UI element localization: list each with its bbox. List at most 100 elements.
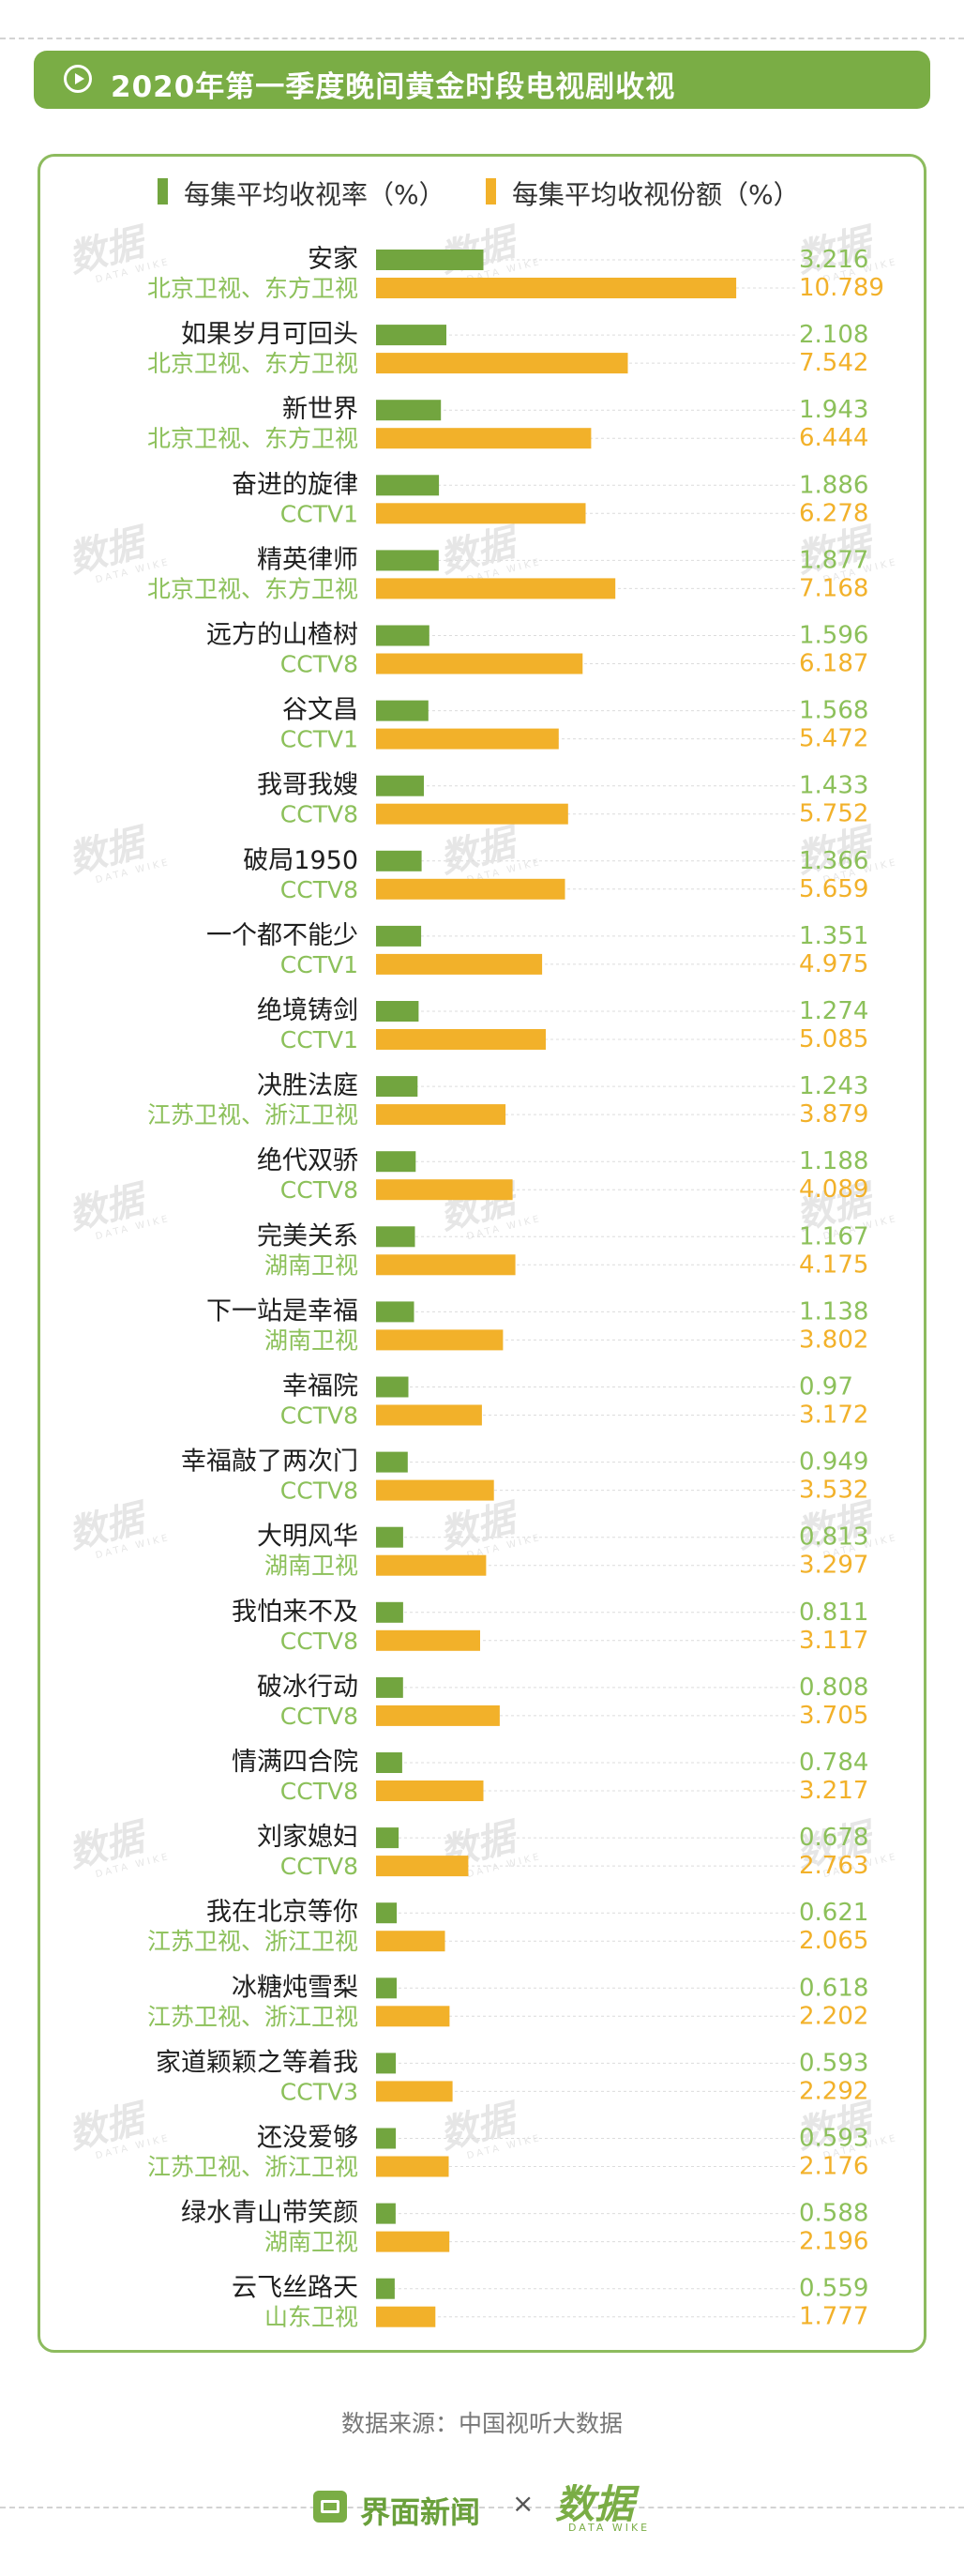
value-label-rating: 1.188 xyxy=(799,1147,868,1175)
value-label-share: 3.117 xyxy=(799,1627,868,1655)
legend-swatch-share xyxy=(486,178,496,205)
channel-label: 湖南卫视 xyxy=(264,2229,358,2256)
bar-share xyxy=(376,578,616,599)
legend-swatch-rating xyxy=(158,178,168,205)
channel-label: CCTV8 xyxy=(280,1703,358,1730)
value-label-rating: 1.568 xyxy=(799,697,868,725)
bar-rating xyxy=(376,1902,398,1924)
play-circle-icon xyxy=(64,65,92,93)
category-label: 谷文昌 xyxy=(282,696,358,725)
value-label-rating: 0.949 xyxy=(799,1448,868,1477)
value-label-rating: 1.943 xyxy=(799,396,868,424)
bar-rating xyxy=(376,700,429,721)
value-label-share: 2.196 xyxy=(799,2228,868,2256)
channel-label: CCTV3 xyxy=(280,2078,358,2105)
value-label-rating: 1.274 xyxy=(799,997,868,1025)
category-label: 刘家媳妇 xyxy=(257,1823,358,1852)
footer-brand-jiemian-text: 界面新闻 xyxy=(360,2494,481,2530)
bar-rating xyxy=(376,400,442,421)
category-label: 绝境铸剑 xyxy=(257,996,358,1025)
channel-label: CCTV8 xyxy=(280,651,358,678)
bar-share xyxy=(376,953,543,975)
value-label-share: 4.175 xyxy=(799,1250,868,1279)
category-label: 绿水青山带笑颜 xyxy=(181,2199,358,2228)
value-label-rating: 1.351 xyxy=(799,922,868,950)
value-label-share: 3.172 xyxy=(799,1402,868,1430)
category-label: 幸福敲了两次门 xyxy=(181,1447,358,1477)
category-label: 破局1950 xyxy=(243,846,358,875)
category-label: 我哥我嫂 xyxy=(257,771,358,800)
category-label: 如果岁月可回头 xyxy=(181,320,358,349)
bar-share xyxy=(376,2231,450,2252)
bar-share xyxy=(376,1254,516,1276)
value-label-rating: 0.784 xyxy=(799,1749,868,1777)
category-label: 绝代双骄 xyxy=(257,1146,358,1175)
legend-label-share: 每集平均收视份额（%） xyxy=(512,179,800,210)
value-label-share: 6.444 xyxy=(799,424,868,452)
category-label: 远方的山楂树 xyxy=(206,621,358,650)
bar-share xyxy=(376,1179,513,1201)
footer-brand-datawike: 数据 DATA WIKE xyxy=(555,2473,658,2538)
bar-rating xyxy=(376,1827,399,1849)
channel-label: 江苏卫视、浙江卫视 xyxy=(147,2003,358,2030)
bar-rating xyxy=(376,550,439,571)
value-label-rating: 0.593 xyxy=(799,2125,868,2153)
category-label: 大明风华 xyxy=(257,1523,358,1552)
value-label-share: 10.789 xyxy=(799,274,884,302)
channel-label: CCTV8 xyxy=(280,1477,358,1505)
bar-share xyxy=(376,1329,504,1351)
value-label-rating: 0.559 xyxy=(799,2275,868,2303)
bar-rating xyxy=(376,250,484,270)
value-label-share: 2.202 xyxy=(799,2002,868,2030)
channel-label: CCTV8 xyxy=(280,1778,358,1805)
bar-share xyxy=(376,728,559,750)
value-label-rating: 1.138 xyxy=(799,1297,868,1326)
bar-rating xyxy=(376,2053,397,2074)
bar-rating xyxy=(376,2203,396,2224)
value-label-share: 2.292 xyxy=(799,2077,868,2105)
value-label-rating: 0.813 xyxy=(799,1523,868,1552)
channel-label: 北京卫视、东方卫视 xyxy=(147,275,358,302)
value-label-share: 3.297 xyxy=(799,1552,868,1580)
category-label: 家道颖颖之等着我 xyxy=(156,2048,358,2077)
footer-brand-datawike-sub: DATA WIKE xyxy=(568,2522,651,2534)
bar-rating xyxy=(376,1226,415,1248)
bar-share xyxy=(376,1104,506,1126)
value-label-rating: 0.808 xyxy=(799,1674,868,1702)
bar-share xyxy=(376,2006,450,2027)
value-label-rating: 0.588 xyxy=(799,2200,868,2228)
channel-label: CCTV8 xyxy=(280,876,358,903)
channel-label: 江苏卫视、浙江卫视 xyxy=(147,1101,358,1129)
channel-label: CCTV1 xyxy=(280,1026,358,1053)
value-label-rating: 1.167 xyxy=(799,1222,868,1250)
data-source-note: 数据来源：中国视听大数据 xyxy=(340,2410,623,2437)
footer-brand-datawike-logo: 数据 xyxy=(555,2481,635,2527)
bar-rating xyxy=(376,1076,418,1098)
value-label-share: 5.659 xyxy=(799,875,868,903)
value-label-share: 3.217 xyxy=(799,1777,868,1805)
bar-rating xyxy=(376,775,424,796)
channel-label: 湖南卫视 xyxy=(264,1326,358,1354)
bar-share xyxy=(376,1479,494,1501)
channel-label: CCTV8 xyxy=(280,801,358,828)
value-label-share: 2.065 xyxy=(799,1927,868,1955)
value-label-share: 6.187 xyxy=(799,650,868,678)
value-label-share: 2.763 xyxy=(799,1852,868,1880)
value-label-rating: 0.618 xyxy=(799,1974,868,2002)
bar-rating xyxy=(376,850,422,871)
value-label-share: 3.802 xyxy=(799,1326,868,1354)
category-label: 奋进的旋律 xyxy=(232,470,358,499)
bar-share xyxy=(376,653,583,674)
value-label-share: 3.705 xyxy=(799,1702,868,1730)
value-label-share: 5.085 xyxy=(799,1025,868,1053)
value-label-share: 3.879 xyxy=(799,1100,868,1129)
category-label: 冰糖炖雪梨 xyxy=(232,1973,358,2002)
bar-rating xyxy=(376,1451,408,1473)
category-label: 云飞丝路天 xyxy=(232,2274,358,2303)
bar-rating xyxy=(376,1601,403,1623)
bar-rating xyxy=(376,325,446,346)
category-label: 新世界 xyxy=(282,395,358,424)
bar-share xyxy=(376,278,737,298)
bar-share xyxy=(376,1554,487,1576)
